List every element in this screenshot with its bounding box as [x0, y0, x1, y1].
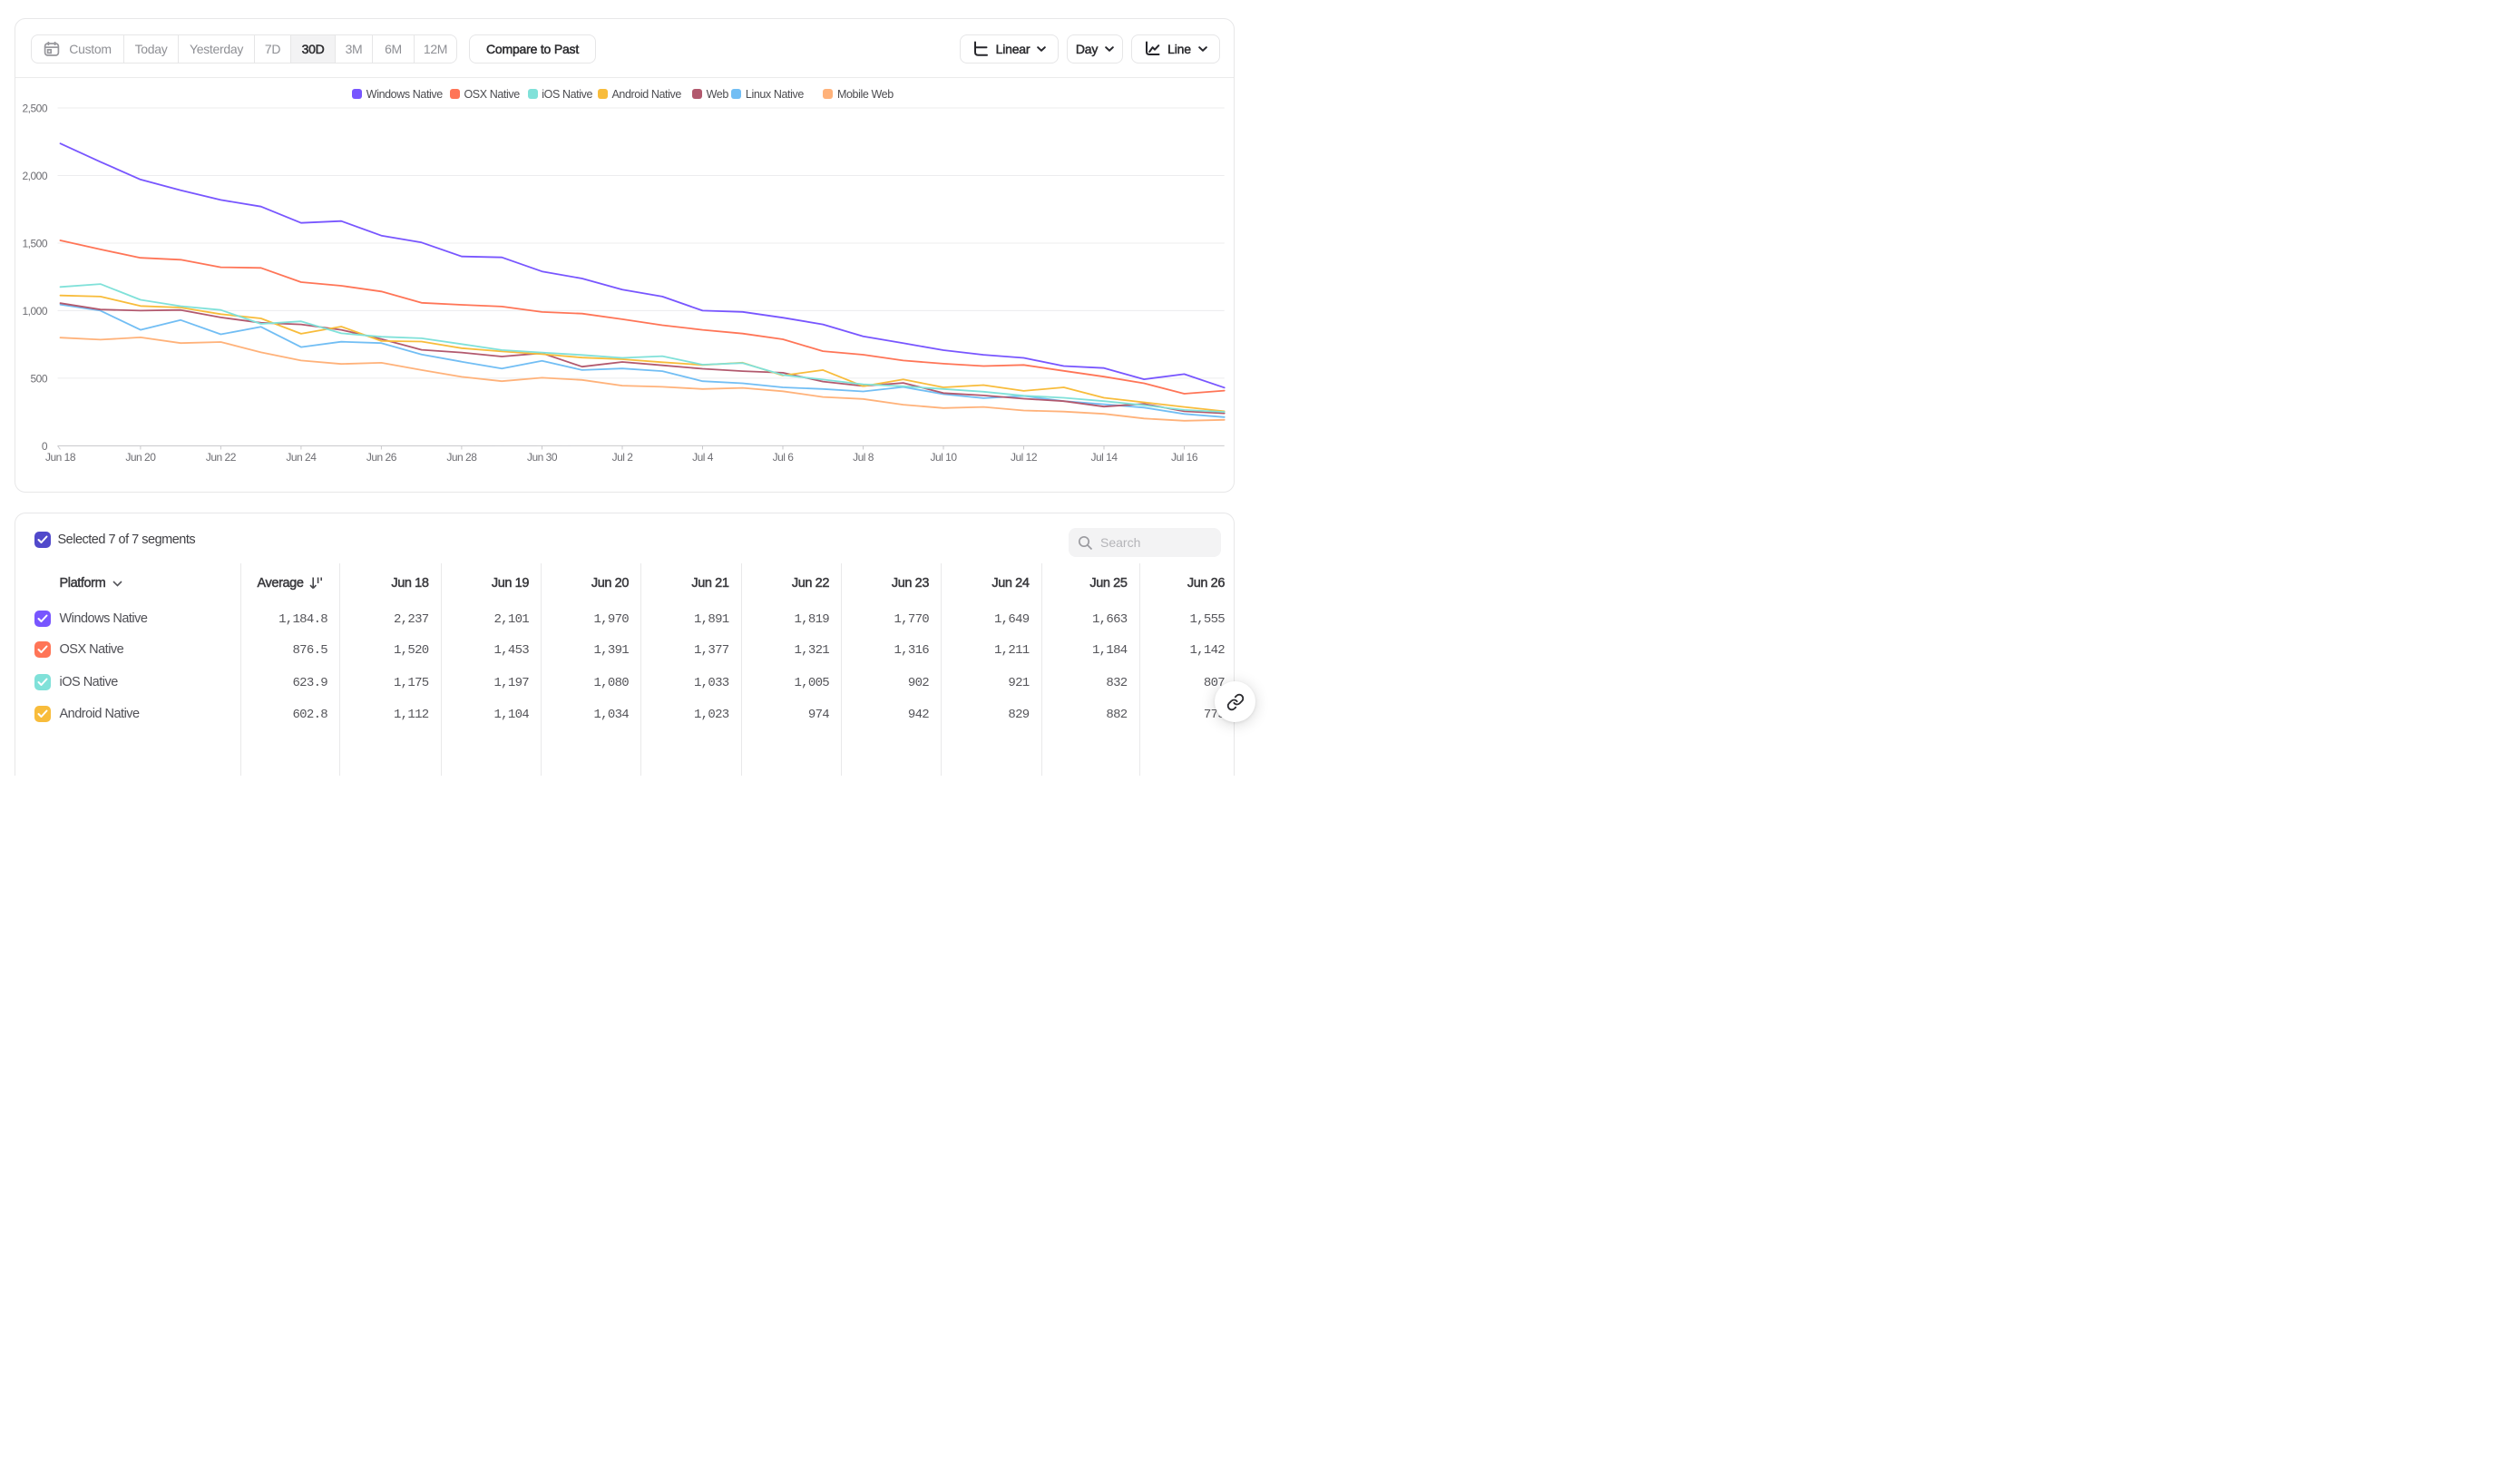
svg-text:Jul 4: Jul 4	[692, 451, 714, 464]
svg-text:Jul 10: Jul 10	[930, 451, 957, 464]
svg-text:Jun 20: Jun 20	[125, 451, 156, 464]
svg-text:Jul 2: Jul 2	[612, 451, 634, 464]
svg-text:Jun 26: Jun 26	[366, 451, 397, 464]
svg-text:500: 500	[30, 372, 47, 385]
svg-text:2,000: 2,000	[22, 170, 47, 182]
svg-text:Jul 14: Jul 14	[1090, 451, 1118, 464]
svg-text:1,000: 1,000	[22, 305, 47, 318]
svg-text:2,500: 2,500	[22, 103, 47, 115]
svg-text:Jul 12: Jul 12	[1011, 451, 1038, 464]
svg-text:Jun 28: Jun 28	[446, 451, 477, 464]
svg-text:Jun 18: Jun 18	[45, 451, 76, 464]
svg-text:Jul 16: Jul 16	[1171, 451, 1198, 464]
svg-text:Jul 6: Jul 6	[773, 451, 795, 464]
svg-text:1,500: 1,500	[22, 237, 47, 249]
svg-text:Jun 24: Jun 24	[286, 451, 317, 464]
svg-text:Jun 22: Jun 22	[206, 451, 237, 464]
svg-text:Jul 8: Jul 8	[853, 451, 874, 464]
svg-text:Jun 30: Jun 30	[527, 451, 558, 464]
svg-text:0: 0	[42, 440, 48, 453]
